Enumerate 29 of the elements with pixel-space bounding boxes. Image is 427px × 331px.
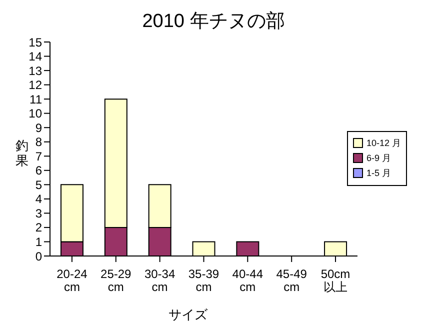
y-axis-title: 釣果 [14,138,30,168]
y-tick-label: 12 [28,78,42,92]
x-tick-label: 40-44cm [232,267,264,294]
x-tick-label: 20-24cm [56,267,88,294]
chart-title: 2010 年チヌの部 [141,10,286,34]
x-tick-label: 35-39cm [188,267,220,294]
y-tick-label: 8 [35,135,42,150]
y-tick-label: 9 [35,120,42,135]
y-tick-label: 10 [28,106,42,121]
x-axis-title: サイズ [168,306,208,324]
y-tick-label: 1 [35,234,42,249]
legend-label: 1-5 月 [366,166,391,180]
y-tick-label: 6 [35,164,42,178]
legend-label: 10-12 月 [366,136,401,150]
y-tick-label: 3 [35,206,42,220]
y-tick-label: 14 [28,50,42,64]
y-tick-label: 2 [35,220,42,235]
y-tick-label: 5 [35,178,42,192]
x-tick-label: 25-29cm [100,267,132,294]
y-tick-label: 13 [28,64,42,78]
legend-label: 6-9 月 [366,152,391,164]
y-tick-label: 4 [35,192,42,206]
y-tick-label: 7 [35,149,42,164]
x-tick-label: 30-34cm [144,267,176,294]
y-tick-label: 15 [28,35,42,50]
x-tick-label: 50cm以上 [320,267,350,294]
y-tick-label: 11 [30,92,42,106]
y-tick-label: 0 [35,249,42,264]
x-tick-label: 45-49cm [276,267,308,294]
